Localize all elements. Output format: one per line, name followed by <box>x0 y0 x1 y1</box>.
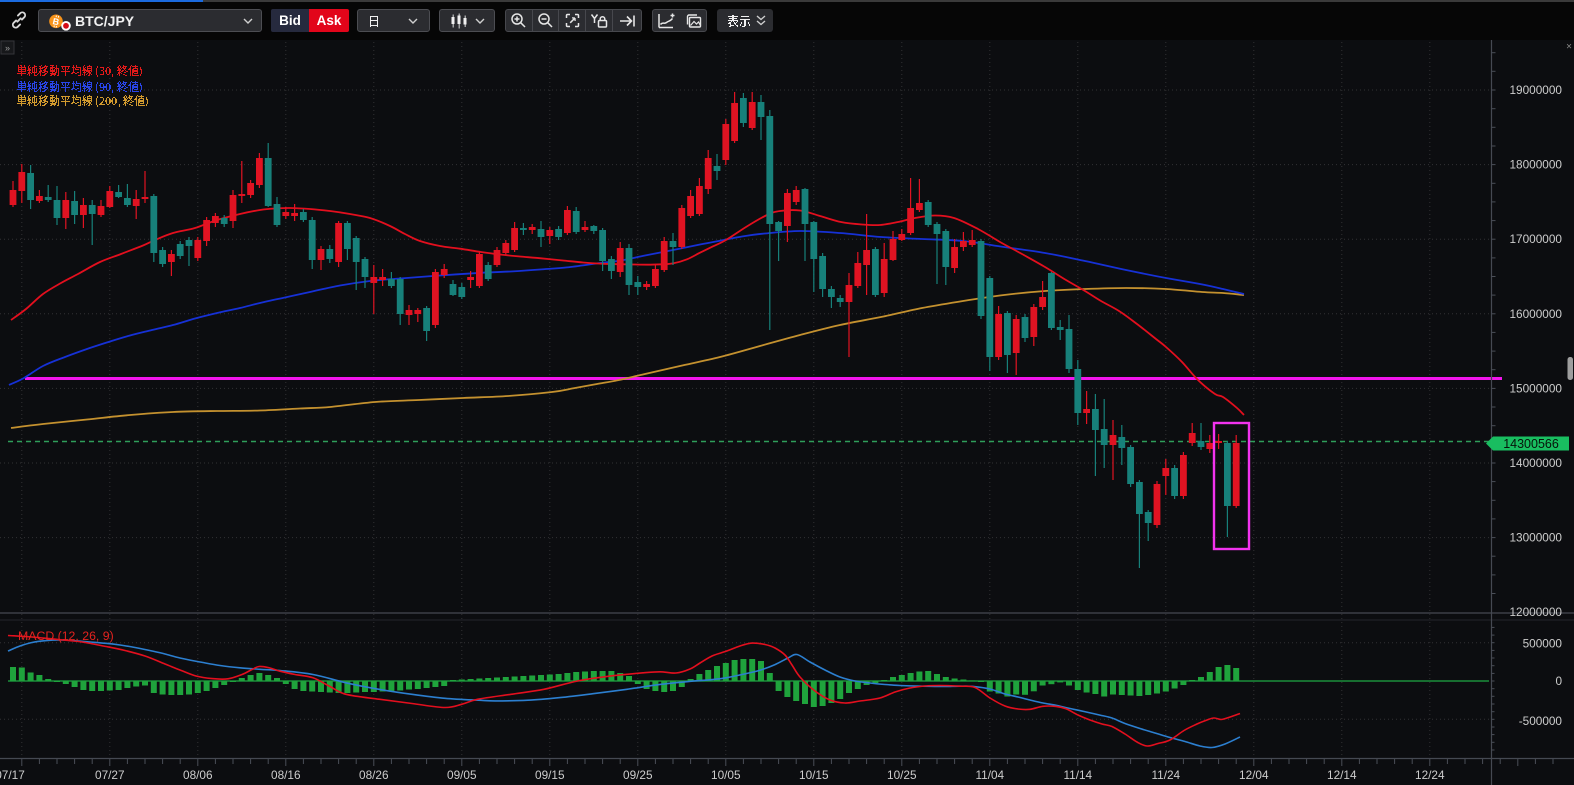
svg-text:09/05: 09/05 <box>447 768 477 782</box>
svg-text:0: 0 <box>1555 674 1562 688</box>
svg-text:11/24: 11/24 <box>1151 768 1180 782</box>
svg-text:11/04: 11/04 <box>975 768 1004 782</box>
svg-text:10/25: 10/25 <box>887 768 917 782</box>
svg-text:15000000: 15000000 <box>1510 381 1563 395</box>
svg-text:09/15: 09/15 <box>535 768 565 782</box>
svg-text:08/06: 08/06 <box>183 768 213 782</box>
svg-text:12000000: 12000000 <box>1510 605 1563 619</box>
svg-text:17000000: 17000000 <box>1510 232 1563 246</box>
svg-text:10/15: 10/15 <box>799 768 829 782</box>
svg-text:09/25: 09/25 <box>623 768 653 782</box>
svg-text:07/17: 07/17 <box>0 768 25 782</box>
svg-text:12/14: 12/14 <box>1327 768 1357 782</box>
svg-text:19000000: 19000000 <box>1510 83 1563 97</box>
svg-text:MACD (12, 26, 9): MACD (12, 26, 9) <box>18 629 114 643</box>
svg-text:B: B <box>52 16 61 27</box>
svg-text:500000: 500000 <box>1523 637 1563 651</box>
svg-text:07/27: 07/27 <box>95 768 125 782</box>
svg-text:08/26: 08/26 <box>359 768 389 782</box>
svg-text:12/24: 12/24 <box>1415 768 1445 782</box>
svg-text:-500000: -500000 <box>1519 714 1563 728</box>
svg-text:»: » <box>5 43 10 53</box>
svg-text:08/16: 08/16 <box>271 768 301 782</box>
svg-text:13000000: 13000000 <box>1510 531 1563 545</box>
svg-text:16000000: 16000000 <box>1510 307 1563 321</box>
svg-text:18000000: 18000000 <box>1510 158 1563 172</box>
svg-text:14300566: 14300566 <box>1503 437 1559 451</box>
svg-text:12/04: 12/04 <box>1239 768 1269 782</box>
svg-text:10/05: 10/05 <box>711 768 741 782</box>
svg-text:14000000: 14000000 <box>1510 456 1563 470</box>
svg-text:×: × <box>1566 42 1572 53</box>
svg-text:11/14: 11/14 <box>1063 768 1092 782</box>
